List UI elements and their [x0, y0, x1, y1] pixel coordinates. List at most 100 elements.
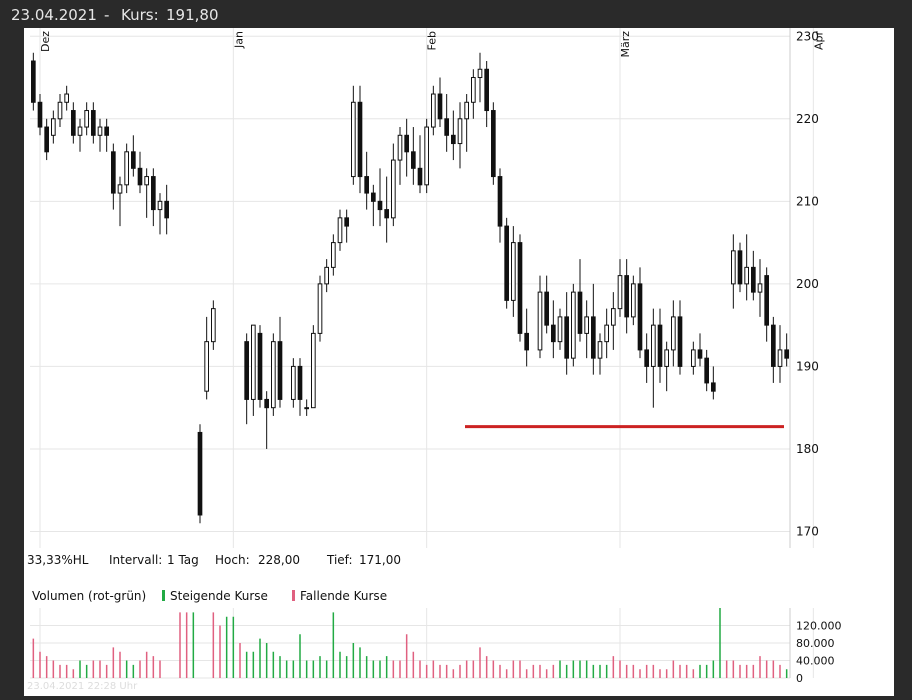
candle-body-falling [71, 110, 76, 136]
chart-panel: 170 180 190 200 210 220 230 Dez Jan Feb März Apr 3… [24, 28, 894, 696]
volume-bar-falling [772, 660, 775, 678]
candle-body-rising [477, 68, 483, 79]
volume-bar-falling [779, 664, 781, 678]
candle-body-rising [311, 332, 316, 409]
candle-body-rising [51, 118, 56, 136]
volume-tick-label: 40.000 [796, 655, 835, 668]
volume-bar-falling [525, 669, 528, 678]
volume-bar-falling [512, 660, 515, 678]
volume-bar-falling [632, 664, 635, 678]
candle-body-falling [564, 316, 569, 359]
candle-body-rising [597, 341, 603, 359]
candle-body-rising [84, 110, 89, 128]
candle-body-rising [317, 283, 323, 334]
candle-body-falling [277, 341, 283, 400]
volume-tick-label: 0 [796, 672, 803, 685]
candle-body-rising [271, 341, 276, 409]
falling-legend-swatch [292, 590, 295, 601]
candle-body-rising [291, 365, 296, 400]
volume-bar-rising [712, 660, 715, 678]
candle-body-falling [137, 167, 143, 186]
price-tick-label: 200 [796, 277, 819, 291]
candle-body-rising [397, 134, 403, 161]
candle-body-rising [157, 200, 163, 211]
candle-body-falling [371, 192, 376, 202]
volume-bar-falling [672, 660, 675, 678]
volume-bar-falling [639, 669, 641, 678]
volume-bar-falling [72, 669, 75, 678]
candle-body-rising [391, 159, 396, 219]
date-tick-label: Jan [232, 31, 245, 49]
volume-bar-falling [519, 660, 521, 678]
volume-bar-rising [705, 664, 708, 678]
candle-body-rising [651, 324, 656, 367]
candle-body-rising [604, 324, 609, 343]
volume-bar-rising [192, 612, 195, 678]
stats-interval-value: 1 Tag [167, 553, 199, 567]
candle-body-rising [124, 151, 130, 186]
price-tick-label: 170 [796, 524, 819, 538]
volume-bar-rising [585, 660, 588, 678]
volume-bar-falling [459, 664, 461, 678]
price-chart-svg: 170 180 190 200 210 220 230 Dez Jan Feb März Apr 3… [27, 28, 842, 692]
volume-bar-falling [392, 660, 395, 678]
candle-body-rising [511, 242, 516, 301]
candle-body-falling [737, 250, 743, 285]
volume-bar-falling [419, 660, 421, 678]
candle-body-rising [64, 93, 69, 103]
candle-body-falling [517, 242, 523, 334]
title-bar: 23.04.2021 - Kurs: 191,80 [0, 0, 912, 28]
volume-bar-rising [245, 651, 248, 678]
volume-bar-falling [412, 651, 415, 678]
volume-bar-rising [345, 656, 348, 678]
stats-row: 33,33%HL Intervall: 1 Tag Hoch: 228,00 T… [27, 553, 401, 567]
candle-body-rising [337, 217, 343, 244]
candle-body-rising [731, 250, 736, 285]
price-tick-label: 180 [796, 442, 819, 456]
volume-bar-falling [52, 660, 55, 678]
volume-bar-falling [405, 634, 408, 678]
watermark: 23.04.2021 22:28 Uhr [27, 681, 138, 692]
volume-bar-rising [785, 669, 788, 678]
date-tick-label: März [619, 31, 632, 58]
candle-body-rising [117, 184, 123, 194]
volume-bar-falling [92, 660, 95, 678]
volume-bar-falling [445, 664, 448, 678]
volume-bar-rising [132, 664, 135, 678]
volume-bar-rising [379, 660, 381, 678]
volume-bar-falling [539, 664, 541, 678]
price-grid [30, 28, 814, 548]
price-tick-label: 190 [796, 359, 819, 373]
candle-body-rising [431, 93, 436, 128]
volume-bar-falling [645, 664, 648, 678]
candle-body-falling [644, 349, 649, 367]
volume-bar-falling [465, 660, 468, 678]
volume-bar-falling [739, 664, 741, 678]
candle-body-falling [771, 324, 776, 367]
candle-body-rising [144, 176, 150, 186]
volume-bar-rising [279, 656, 281, 678]
candle-body-rising [77, 126, 83, 136]
volume-bar-rising [79, 660, 81, 678]
volume-bar-rising [225, 616, 228, 678]
candle-body-rising [471, 77, 476, 103]
volume-bar-falling [685, 664, 688, 678]
candle-body-falling [244, 341, 249, 400]
volume-bar-falling [492, 660, 495, 678]
candle-body-falling [344, 217, 350, 227]
stats-scale: 33,33%HL [27, 553, 89, 567]
candle-body-rising [617, 275, 623, 310]
candle-body-rising [611, 308, 616, 326]
candle-body-rising [57, 101, 63, 120]
volume-bar-rising [699, 664, 701, 678]
volume-bar-falling [619, 660, 621, 678]
volume-bar-falling [745, 664, 748, 678]
candle-body-falling [784, 349, 789, 359]
volume-tick-label: 80.000 [796, 637, 835, 650]
candle-body-falling [264, 398, 269, 409]
volume-legend-rising: Steigende Kurse [170, 589, 268, 603]
candle-body-falling [91, 110, 96, 136]
candle-body-falling [751, 266, 756, 293]
volume-bar-rising [325, 660, 328, 678]
volume-bar-rising [359, 647, 361, 678]
